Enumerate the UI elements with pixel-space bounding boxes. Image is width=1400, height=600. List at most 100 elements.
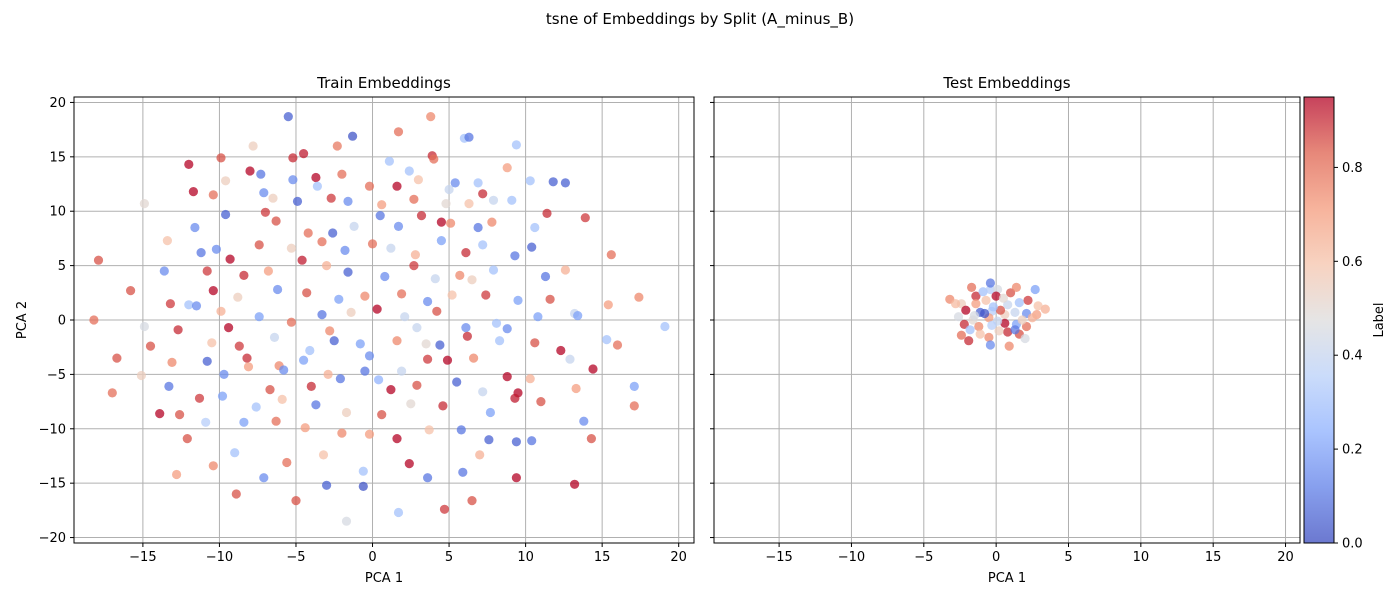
train-point: [473, 178, 483, 188]
train-point: [188, 187, 198, 197]
train-point: [511, 473, 521, 483]
train-point: [456, 425, 466, 435]
train-point: [184, 159, 194, 169]
train-point: [335, 374, 345, 384]
train-point: [400, 312, 410, 322]
train-point: [384, 156, 394, 166]
train-point: [277, 394, 287, 404]
train-point: [173, 325, 183, 335]
train-point: [283, 112, 293, 122]
test-x-tick-label: −15: [765, 550, 792, 565]
train-point: [139, 199, 149, 209]
train-point: [162, 236, 172, 246]
train-point: [221, 176, 231, 186]
colorbar-label: Label: [1372, 302, 1387, 337]
test-point: [985, 284, 996, 295]
test-x-ticks: −15 −10 −5 0 5 10 15 20: [765, 543, 1294, 565]
test-point: [1003, 300, 1013, 310]
colorbar-tick-label: 0.0: [1342, 537, 1363, 552]
colorbar-gradient: [1304, 97, 1334, 543]
train-point: [318, 450, 329, 460]
train-point: [286, 317, 296, 327]
test-point: [1027, 313, 1037, 323]
train-point: [393, 221, 404, 231]
train-point: [404, 459, 414, 469]
test-x-tick-label: −5: [914, 550, 933, 565]
colorbar-tick-label: 0.2: [1342, 443, 1363, 458]
train-point: [145, 341, 156, 351]
train-point: [245, 166, 255, 176]
test-point: [998, 293, 1009, 303]
train-point: [317, 310, 327, 320]
train-point: [216, 153, 226, 163]
train-point: [211, 244, 221, 254]
train-point: [126, 286, 136, 296]
train-point: [201, 417, 211, 427]
train-point: [435, 340, 445, 350]
train-point: [556, 345, 566, 356]
train-point: [413, 175, 423, 185]
train-point: [421, 339, 431, 349]
train-grid: [74, 97, 694, 543]
train-point: [155, 409, 165, 419]
train-panel: Train Embeddings −15 −10 −5 0 5 10 15 20 −20 −15…: [15, 74, 695, 586]
train-point: [89, 315, 99, 325]
train-point: [328, 228, 338, 238]
train-point: [260, 207, 270, 217]
train-point: [487, 217, 497, 227]
train-point: [259, 188, 269, 198]
train-point: [364, 429, 375, 439]
train-point: [326, 193, 336, 203]
train-point: [502, 372, 512, 382]
test-point: [951, 299, 961, 309]
train-point: [243, 362, 254, 372]
test-y-ticks: [710, 101, 714, 539]
train-point: [349, 221, 359, 231]
train-point: [221, 209, 231, 220]
test-point: [985, 278, 996, 288]
test-point: [1003, 327, 1013, 337]
train-point: [254, 240, 264, 250]
train-point: [560, 178, 571, 188]
train-point: [495, 336, 505, 346]
test-point: [975, 329, 985, 339]
test-point: [981, 295, 991, 305]
train-point: [473, 222, 483, 233]
test-point: [974, 321, 984, 332]
train-point: [297, 255, 307, 265]
train-point: [579, 416, 589, 426]
train-y-ticks: −20 −15 −10 −5 0 5 10 15 20: [39, 96, 74, 546]
train-point: [450, 178, 460, 188]
train-point: [442, 355, 453, 365]
train-point: [343, 196, 353, 206]
train-point: [392, 181, 402, 191]
train-point: [475, 450, 485, 460]
train-point: [634, 292, 644, 302]
train-point: [586, 434, 597, 444]
train-point: [341, 516, 352, 526]
train-point: [409, 194, 419, 204]
colorbar-tick-label: 0.4: [1342, 349, 1363, 364]
test-point: [1021, 321, 1032, 332]
test-point: [1010, 307, 1020, 317]
train-y-tick-label: 0: [58, 314, 66, 329]
train-point: [305, 345, 315, 356]
train-point: [507, 195, 517, 205]
train-point: [269, 332, 280, 342]
train-point: [436, 236, 446, 246]
train-point: [429, 154, 439, 164]
test-point: [965, 325, 975, 335]
colorbar: 0.0 0.2 0.4 0.6 0.8 Label: [1303, 96, 1387, 552]
test-point: [1020, 333, 1030, 344]
test-panel: Test Embeddings −15 −10 −5 0 5 10 15 20 PCA 1: [710, 74, 1301, 586]
train-point: [441, 199, 451, 209]
train-point: [360, 291, 370, 301]
train-y-tick-label: −20: [39, 531, 66, 546]
test-point: [985, 340, 996, 350]
train-point: [248, 141, 258, 151]
test-point: [978, 287, 988, 297]
train-point: [452, 377, 462, 387]
train-x-tick-label: −15: [129, 550, 156, 565]
train-point: [386, 243, 396, 253]
train-point: [303, 228, 313, 238]
